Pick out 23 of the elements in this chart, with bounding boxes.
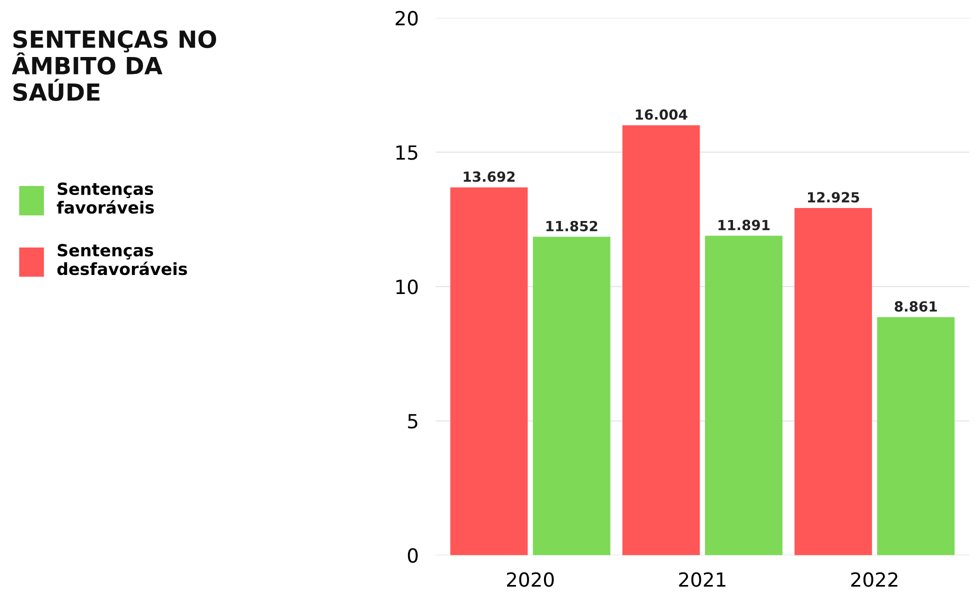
x-tick-label: 2020 bbox=[507, 572, 554, 587]
data-label: 8.861 bbox=[894, 301, 937, 312]
bar bbox=[450, 187, 528, 556]
legend-label: Sentenças desfavoráveis bbox=[57, 244, 188, 276]
data-label: 13.692 bbox=[464, 171, 515, 182]
x-tick-label: 2022 bbox=[851, 572, 898, 587]
y-tick-label: 0 bbox=[408, 548, 418, 563]
data-label: 11.852 bbox=[546, 220, 598, 232]
legend-label: Sentenças favoráveis bbox=[56, 182, 154, 214]
bar bbox=[705, 236, 782, 556]
data-label: 11.891 bbox=[718, 220, 770, 230]
y-tick-label: 10 bbox=[396, 280, 418, 294]
bar bbox=[877, 317, 955, 556]
data-label: 12.925 bbox=[808, 192, 860, 203]
y-tick-label: 15 bbox=[396, 145, 418, 160]
bar bbox=[622, 125, 700, 556]
y-tick-label: 5 bbox=[408, 414, 418, 429]
x-tick-label: 2021 bbox=[679, 572, 726, 587]
y-tick-label: 20 bbox=[396, 10, 418, 26]
bar bbox=[532, 236, 610, 556]
text: SENTENÇAS NO ÂMBITO DA SAÚDE bbox=[12, 30, 216, 102]
data-label: 16.004 bbox=[636, 109, 688, 120]
bar bbox=[794, 208, 872, 556]
